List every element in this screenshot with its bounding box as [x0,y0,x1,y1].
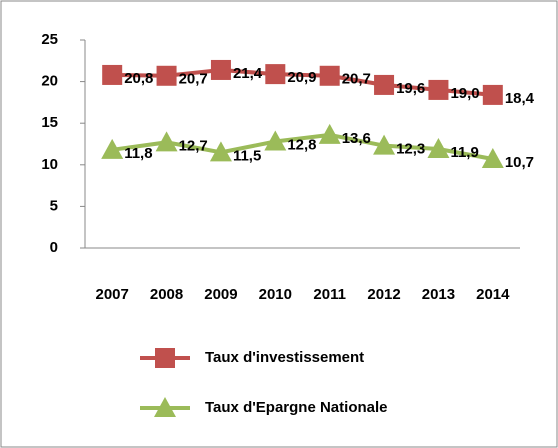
data-label: 11,9 [450,144,478,161]
x-tick-label: 2007 [96,286,129,303]
legend-label: Taux d'Epargne Nationale [205,399,388,416]
marker [102,64,123,85]
data-label: 20,7 [342,71,371,88]
y-tick-label: 15 [41,114,58,131]
marker [155,348,175,368]
x-tick-label: 2012 [367,286,400,303]
legend-label: Taux d'investissement [205,349,364,366]
data-label: 13,6 [342,130,371,147]
marker [319,65,340,86]
marker [101,138,124,159]
marker [481,147,504,168]
marker [209,141,232,162]
x-tick-label: 2008 [150,286,183,303]
y-tick-label: 20 [41,73,58,90]
marker [210,59,231,80]
marker [374,74,395,95]
y-tick-label: 5 [50,197,58,214]
data-label: 11,8 [124,145,152,162]
data-label: 21,4 [233,65,263,82]
data-label: 18,4 [505,90,535,107]
y-tick-label: 10 [41,156,58,173]
data-label: 11,5 [233,147,261,164]
marker [318,123,341,144]
marker [155,131,178,152]
marker [482,84,503,105]
x-tick-label: 2010 [259,286,292,303]
marker [154,397,176,417]
x-tick-label: 2011 [313,286,346,303]
data-label: 20,7 [179,71,208,88]
x-tick-label: 2009 [204,286,237,303]
marker [427,137,450,158]
y-tick-label: 0 [50,239,58,256]
marker [264,130,287,151]
data-label: 20,9 [287,69,316,86]
data-label: 10,7 [505,154,534,171]
marker [265,64,286,85]
x-tick-label: 2014 [476,286,510,303]
marker [373,134,396,155]
data-label: 12,8 [287,136,316,153]
y-tick-label: 25 [41,31,58,48]
marker [156,65,177,86]
series-line [111,132,494,161]
data-label: 12,7 [179,137,208,154]
data-label: 12,3 [396,141,425,158]
data-label: 19,0 [450,85,479,102]
x-tick-label: 2013 [422,286,455,303]
marker [428,79,449,100]
data-label: 20,8 [124,70,153,87]
data-label: 19,6 [396,80,425,97]
